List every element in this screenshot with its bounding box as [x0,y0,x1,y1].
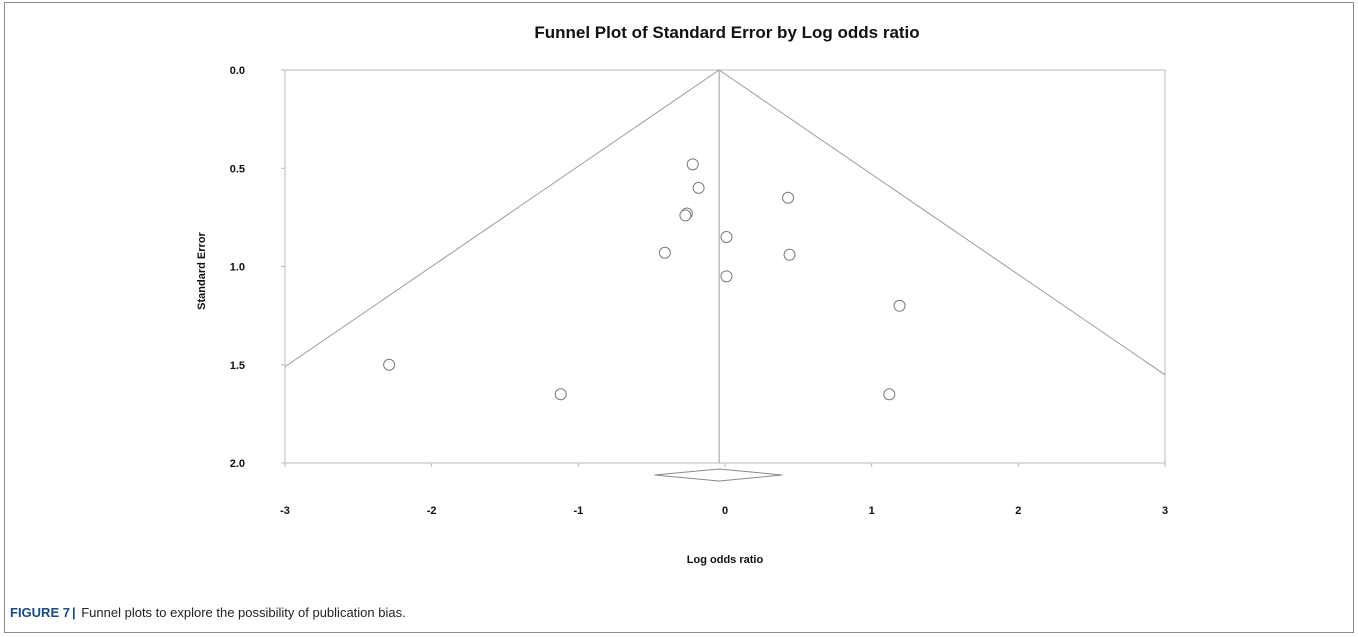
study-point [692,181,705,194]
x-tick-label: 3 [1162,505,1168,517]
plot-area [284,69,1166,464]
study-point [679,209,692,222]
figure-caption: FIGURE 7 | Funnel plots to explore the po… [10,605,406,620]
x-tick-label: -3 [280,505,290,517]
study-point [658,246,671,259]
study-point [783,248,796,261]
x-tick-label: -2 [427,505,437,517]
study-point [883,388,896,401]
caption-label: FIGURE 7 [10,605,70,620]
study-point [782,191,795,204]
study-point [893,299,906,312]
y-tick-label: 1.5 [230,360,245,372]
chart-title: Funnel Plot of Standard Error by Log odd… [534,23,919,42]
study-point [720,270,733,283]
x-axis-label: Log odds ratio [687,554,764,566]
funnel-plot: Funnel Plot of Standard Error by Log odd… [196,23,1168,566]
x-tick-label: 1 [869,505,875,517]
summary-diamond [654,468,783,482]
caption-text: Funnel plots to explore the possibility … [81,605,406,620]
study-point [554,388,567,401]
funnel-right-line [718,69,1166,376]
x-tick-label: 2 [1015,505,1021,517]
y-tick-label: 0.5 [230,163,245,175]
x-tick-label: -1 [573,505,583,517]
funnel-left-line [284,69,720,368]
y-tick-label: 1.0 [230,262,245,274]
study-point [383,358,396,371]
study-point [686,158,699,171]
y-axis-label: Standard Error [196,231,208,309]
y-tick-label: 2.0 [230,458,245,470]
study-point [720,231,733,244]
y-tick-label: 0.0 [230,65,245,77]
figure-frame [4,2,1354,633]
x-tick-label: 0 [722,505,728,517]
caption-separator: | [71,605,76,620]
